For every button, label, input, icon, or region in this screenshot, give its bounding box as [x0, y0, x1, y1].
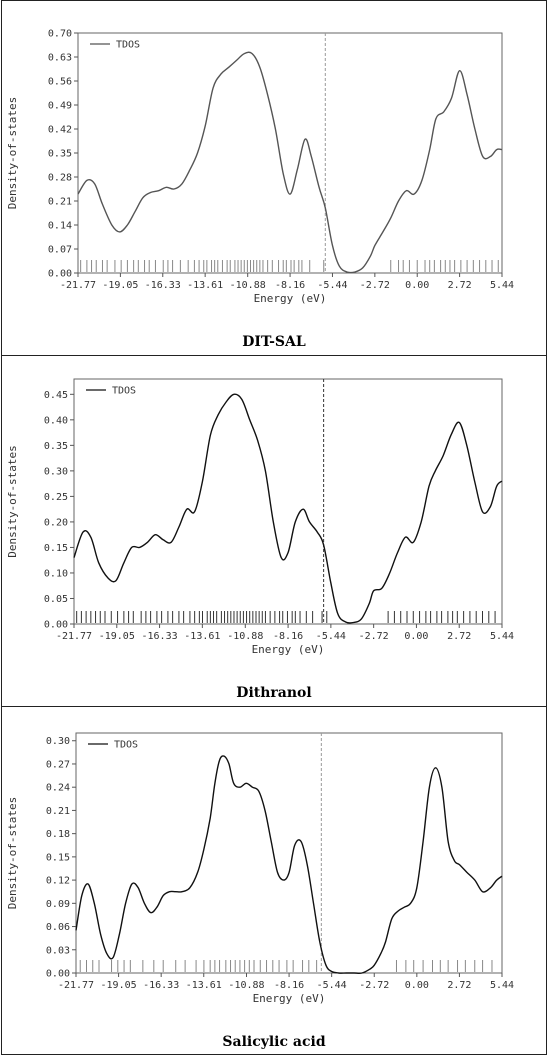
y-tick-label: 0.18 [46, 829, 70, 840]
y-tick-label: 0.35 [48, 149, 72, 160]
chart-salicylic-acid: 0.00 0.03 0.06 0.09 0.12 0.15 0.18 0.21 0.24 0.27… [6, 732, 514, 1005]
caption-salicylic-acid: Salicylic acid [222, 1034, 326, 1050]
legend-label: TDOS [112, 386, 136, 397]
y-tick-label: 0.10 [44, 568, 68, 579]
x-tick-label: -2.72 [359, 631, 389, 642]
x-tick-label: -10.88 [227, 631, 263, 642]
x-tick-label: -5.44 [317, 280, 347, 291]
x-axis-label: Energy (eV) [252, 643, 325, 656]
x-tick-label: -16.33 [145, 280, 181, 291]
legend-label: TDOS [116, 40, 140, 51]
y-tick-label: 0.20 [44, 517, 68, 528]
plot-frame [77, 32, 503, 274]
y-tick-label: 0.05 [44, 594, 68, 605]
y-tick-label: 0.70 [48, 29, 72, 40]
x-tick-label: -5.44 [316, 631, 346, 642]
x-tick-label: 0.00 [404, 631, 428, 642]
x-tick-label: 5.44 [490, 280, 514, 291]
x-tick-label: -13.61 [187, 280, 223, 291]
y-axis-label: Density-of-states [6, 797, 19, 910]
x-tick-label: -8.16 [274, 980, 304, 991]
x-tick-label: -13.61 [184, 631, 220, 642]
y-tick-label: 0.56 [48, 77, 72, 88]
y-axis-label: Density-of-states [6, 97, 19, 210]
y-tick-label: 0.42 [48, 125, 72, 136]
y-axis-label: Density-of-states [6, 445, 19, 558]
tdos-curve [73, 393, 503, 624]
x-tick-label: -5.44 [317, 980, 347, 991]
x-tick-label: -2.72 [360, 280, 390, 291]
y-tick-label: 0.07 [48, 245, 72, 256]
y-tick-label: 0.40 [44, 415, 68, 426]
caption-dit-sal: DIT-SAL [242, 334, 306, 350]
y-tick-label: 0.14 [48, 221, 72, 232]
plot-frame [75, 732, 503, 974]
panel-dithranol: 0.00 0.05 0.10 0.15 0.20 0.25 0.30 0.35 0.40 0.45… [1, 355, 547, 707]
y-tick-label: 0.15 [44, 543, 68, 554]
x-tick-label: -21.77 [56, 631, 92, 642]
panel-salicylic-acid: 0.00 0.03 0.06 0.09 0.12 0.15 0.18 0.21 0.24 0.27… [1, 706, 547, 1055]
x-tick-label: -2.72 [359, 980, 389, 991]
x-tick-label: 5.44 [490, 980, 514, 991]
x-tick-label: -10.88 [230, 280, 266, 291]
x-tick-label: 0.00 [405, 280, 429, 291]
y-tick-label: 0.15 [46, 852, 70, 863]
x-axis-label: Energy (eV) [253, 992, 326, 1005]
chart-dit-sal: 0.00 0.07 0.14 0.21 0.28 0.35 0.42 0.49 0.56 0.63… [6, 29, 514, 306]
x-tick-label: -19.05 [101, 980, 137, 991]
tdos-curve [77, 51, 503, 274]
y-tick-label: 0.00 [44, 620, 68, 631]
y-tick-label: 0.49 [48, 101, 72, 112]
x-axis-label: Energy (eV) [254, 292, 327, 305]
caption-dithranol: Dithranol [236, 685, 312, 701]
x-tick-label: -21.77 [58, 980, 94, 991]
tdos-curve [75, 755, 503, 974]
x-tick-label: -19.05 [102, 280, 138, 291]
x-tick-label: 0.00 [405, 980, 429, 991]
y-tick-label: 0.21 [48, 197, 72, 208]
chart-dithranol: 0.00 0.05 0.10 0.15 0.20 0.25 0.30 0.35 0.40 0.45… [6, 378, 514, 656]
y-tick-label: 0.00 [46, 969, 70, 980]
y-tick-label: 0.24 [46, 783, 70, 794]
x-tick-label: -21.77 [60, 280, 96, 291]
x-tick-label: -19.05 [99, 631, 135, 642]
y-tick-label: 0.30 [44, 466, 68, 477]
x-tick-label: -16.33 [143, 980, 179, 991]
x-tick-label: 2.72 [448, 280, 472, 291]
y-tick-label: 0.45 [44, 390, 68, 401]
x-tick-label: 2.72 [447, 631, 471, 642]
x-tick-label: -10.88 [228, 980, 264, 991]
x-tick-label: 2.72 [447, 980, 471, 991]
y-tick-label: 0.21 [46, 806, 70, 817]
panel-dit-sal: 0.00 0.07 0.14 0.21 0.28 0.35 0.42 0.49 0.56 0.63… [1, 0, 547, 356]
y-tick-label: 0.12 [46, 876, 70, 887]
y-tick-label: 0.06 [46, 922, 70, 933]
y-tick-label: 0.35 [44, 441, 68, 452]
y-tick-label: 0.63 [48, 53, 72, 64]
plot-frame [73, 378, 503, 625]
x-tick-label: -16.33 [142, 631, 178, 642]
x-tick-label: -8.16 [273, 631, 303, 642]
y-tick-label: 0.27 [46, 759, 70, 770]
y-tick-label: 0.30 [46, 736, 70, 747]
x-tick-label: -13.61 [186, 980, 222, 991]
y-tick-label: 0.09 [46, 899, 70, 910]
legend-label: TDOS [114, 740, 138, 751]
y-tick-label: 0.25 [44, 492, 68, 503]
y-tick-label: 0.03 [46, 945, 70, 956]
y-tick-label: 0.00 [48, 269, 72, 280]
x-tick-label: -8.16 [275, 280, 305, 291]
x-tick-label: 5.44 [490, 631, 514, 642]
y-tick-label: 0.28 [48, 173, 72, 184]
